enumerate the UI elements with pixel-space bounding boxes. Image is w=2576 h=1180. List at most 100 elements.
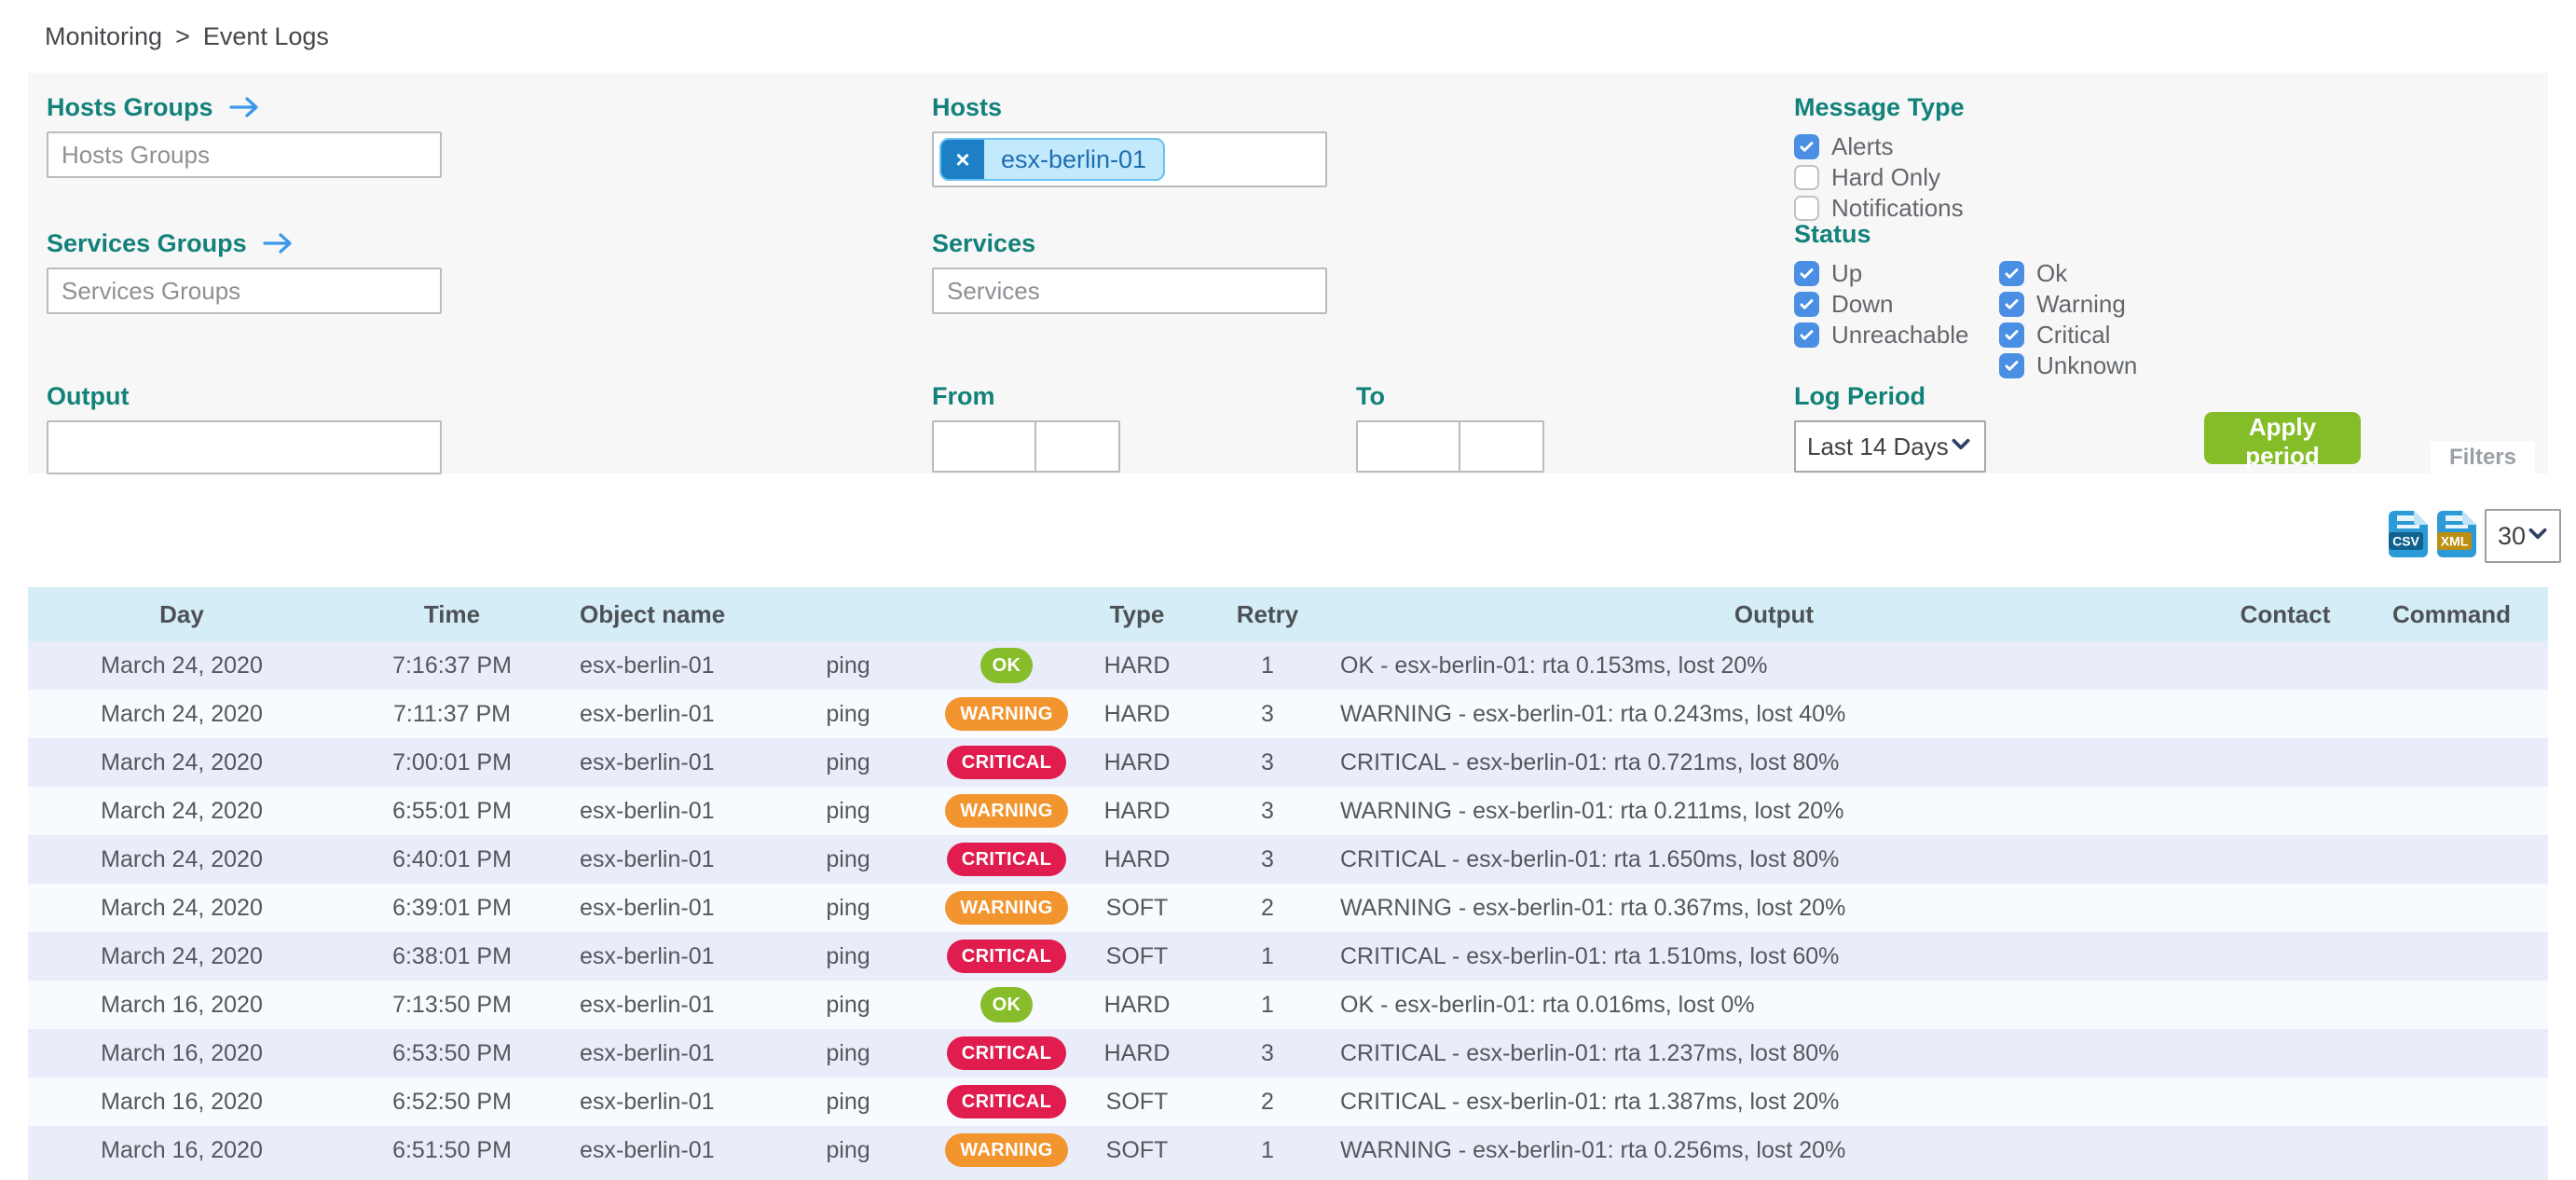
checkbox[interactable] bbox=[1794, 261, 1819, 286]
col-header-output[interactable]: Output bbox=[1733, 599, 1815, 628]
cell-retry: 1 bbox=[1261, 991, 1274, 1018]
cell-status: WARNING bbox=[941, 1126, 1072, 1174]
cell-output: WARNING - esx-berlin-01: rta 0.256ms, lo… bbox=[1340, 1136, 1846, 1163]
cell-service: ping bbox=[826, 700, 870, 727]
cell-type: HARD bbox=[1103, 700, 1171, 727]
table-header-row: Day Time Object name Type Retry Output C… bbox=[28, 587, 2548, 641]
filters-tab[interactable]: Filters bbox=[2430, 442, 2535, 473]
cell-retry: 3 bbox=[1261, 845, 1274, 872]
status-option[interactable]: Up bbox=[1794, 258, 1968, 289]
col-header-command[interactable]: Command bbox=[2391, 599, 2512, 628]
hosts-groups-input[interactable] bbox=[47, 131, 442, 178]
col-header-object-name[interactable]: Object name bbox=[580, 599, 726, 628]
checkbox-label: Hard Only bbox=[1831, 163, 1941, 191]
services-groups-input[interactable] bbox=[47, 268, 442, 314]
log-period-select[interactable]: Last 14 Days bbox=[1794, 420, 1986, 473]
apply-period-button[interactable]: Apply period bbox=[2204, 412, 2361, 470]
checkbox[interactable] bbox=[1794, 196, 1819, 221]
cell-retry: 1 bbox=[1261, 942, 1274, 969]
checkbox-label: Unknown bbox=[2036, 351, 2138, 379]
export-toolbar: CSV XML 30 bbox=[2388, 509, 2561, 563]
cell-time: 6:40:01 PM bbox=[392, 845, 512, 872]
status-badge: WARNING bbox=[945, 891, 1068, 925]
message-type-option[interactable]: Notifications bbox=[1794, 193, 1965, 224]
col-header-type[interactable]: Type bbox=[1109, 599, 1165, 628]
checkbox[interactable] bbox=[1999, 292, 2024, 317]
chip-remove-button[interactable]: × bbox=[941, 140, 984, 179]
cell-type: SOFT bbox=[1105, 942, 1169, 969]
status-option[interactable]: Ok bbox=[1999, 258, 2137, 289]
checkbox[interactable] bbox=[1794, 165, 1819, 190]
page-size-value: 30 bbox=[2498, 521, 2527, 550]
cell-output: CRITICAL - esx-berlin-01: rta 1.237ms, l… bbox=[1340, 1039, 1840, 1066]
field-services-groups: Services Groups bbox=[47, 227, 442, 314]
to-date-input[interactable] bbox=[1356, 420, 1460, 473]
cell-object-name: esx-berlin-01 bbox=[580, 991, 715, 1018]
export-xml-icon[interactable]: XML bbox=[2436, 510, 2477, 563]
cell-object-name: esx-berlin-01 bbox=[580, 1088, 715, 1115]
services-input[interactable] bbox=[932, 268, 1327, 314]
cell-output: OK - esx-berlin-01: rta 0.016ms, lost 0% bbox=[1340, 991, 1755, 1018]
cell-time: 6:38:01 PM bbox=[392, 942, 512, 969]
col-header-retry[interactable]: Retry bbox=[1236, 599, 1299, 628]
status-badge: CRITICAL bbox=[946, 746, 1067, 779]
checkbox-label: Unreachable bbox=[1831, 321, 1969, 349]
from-date-input[interactable] bbox=[932, 420, 1036, 473]
cell-day: March 24, 2020 bbox=[101, 700, 263, 727]
cell-status: WARNING bbox=[941, 787, 1072, 835]
hosts-input[interactable]: × esx-berlin-01 bbox=[932, 131, 1327, 187]
checkbox[interactable] bbox=[1794, 322, 1819, 348]
output-label: Output bbox=[47, 381, 130, 410]
status-option[interactable]: Warning bbox=[1999, 289, 2137, 320]
output-input[interactable] bbox=[47, 420, 442, 474]
cell-retry: 1 bbox=[1261, 652, 1274, 679]
cell-time: 7:13:50 PM bbox=[392, 991, 512, 1018]
cell-object-name: esx-berlin-01 bbox=[580, 652, 715, 679]
cell-day: March 16, 2020 bbox=[101, 991, 263, 1018]
breadcrumb-monitoring[interactable]: Monitoring bbox=[45, 22, 163, 50]
col-header-contact[interactable]: Contact bbox=[2240, 599, 2331, 628]
next-row-sliver bbox=[28, 1174, 2548, 1180]
cell-type: HARD bbox=[1103, 748, 1171, 775]
arrow-right-icon[interactable] bbox=[228, 95, 262, 119]
export-csv-icon[interactable]: CSV bbox=[2388, 510, 2429, 563]
host-chip[interactable]: × esx-berlin-01 bbox=[939, 138, 1166, 181]
cell-contact bbox=[2215, 835, 2355, 884]
cell-command bbox=[2355, 932, 2548, 981]
status-option[interactable]: Critical bbox=[1999, 320, 2137, 350]
message-type-option[interactable]: Hard Only bbox=[1794, 162, 1965, 193]
from-time-input[interactable] bbox=[1035, 420, 1120, 473]
event-log-row: March 16, 2020 6:51:50 PM esx-berlin-01 … bbox=[28, 1126, 2548, 1174]
cell-status: CRITICAL bbox=[941, 1029, 1072, 1077]
checkbox[interactable] bbox=[1999, 322, 2024, 348]
cell-command bbox=[2355, 835, 2548, 884]
event-log-row: March 24, 2020 6:55:01 PM esx-berlin-01 … bbox=[28, 787, 2548, 835]
col-header-day[interactable]: Day bbox=[159, 599, 204, 628]
page-size-select[interactable]: 30 bbox=[2485, 509, 2561, 563]
cell-contact bbox=[2215, 641, 2355, 690]
arrow-right-icon[interactable] bbox=[262, 231, 295, 255]
event-log-row: March 16, 2020 6:53:50 PM esx-berlin-01 … bbox=[28, 1029, 2548, 1077]
cell-output: CRITICAL - esx-berlin-01: rta 1.510ms, l… bbox=[1340, 942, 1840, 969]
checkbox[interactable] bbox=[1794, 134, 1819, 159]
cell-status: CRITICAL bbox=[941, 835, 1072, 884]
message-type-option[interactable]: Alerts bbox=[1794, 131, 1965, 162]
breadcrumb: Monitoring > Event Logs bbox=[45, 22, 329, 51]
status-badge: OK bbox=[980, 648, 1034, 683]
status-badge: WARNING bbox=[945, 794, 1068, 828]
checkbox[interactable] bbox=[1794, 292, 1819, 317]
col-header-time[interactable]: Time bbox=[423, 599, 481, 628]
status-option[interactable]: Unreachable bbox=[1794, 320, 1968, 350]
chevron-down-icon bbox=[1949, 432, 1973, 462]
breadcrumb-event-logs[interactable]: Event Logs bbox=[202, 22, 329, 50]
svg-text:CSV: CSV bbox=[2392, 533, 2419, 548]
checkbox[interactable] bbox=[1999, 353, 2024, 378]
checkbox-label: Ok bbox=[2036, 259, 2068, 287]
to-time-input[interactable] bbox=[1459, 420, 1544, 473]
status-option[interactable]: Unknown bbox=[1999, 350, 2137, 381]
cell-type: HARD bbox=[1103, 797, 1171, 824]
checkbox[interactable] bbox=[1999, 261, 2024, 286]
status-option[interactable]: Down bbox=[1794, 289, 1968, 320]
event-log-table: Day Time Object name Type Retry Output C… bbox=[28, 587, 2548, 1180]
